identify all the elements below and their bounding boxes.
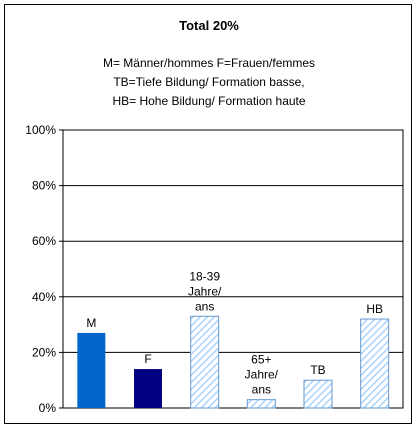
- bar-label: ans: [252, 383, 271, 397]
- bar-label: Jahre/: [245, 368, 279, 382]
- bar-label: 18-39: [189, 269, 220, 283]
- chart-title: Total 20%: [179, 18, 239, 33]
- bar-label: Jahre/: [188, 284, 222, 298]
- bar-label: M: [86, 316, 96, 330]
- y-tick-label: 40%: [32, 290, 56, 304]
- y-tick-label: 100%: [25, 123, 56, 137]
- bar-tb: [303, 379, 333, 409]
- plot-area: [62, 129, 404, 409]
- y-tick-label: 0%: [39, 401, 57, 415]
- y-tick-label: 80%: [32, 179, 56, 193]
- bar-label: ans: [195, 299, 214, 313]
- chart-subtitle-line-1: M= Männer/hommes F=Frauen/femmes: [102, 56, 316, 70]
- chart-subtitle-line-2: TB=Tiefe Bildung/ Formation basse,: [113, 75, 305, 89]
- bar-label: 65+: [251, 353, 271, 367]
- bar-m: [77, 332, 106, 408]
- y-tick-label: 60%: [32, 234, 56, 248]
- bar-f: [134, 369, 162, 408]
- bar-label: TB: [310, 363, 325, 377]
- bar-label: F: [144, 352, 151, 366]
- bar-18-39-jahre-ans: [190, 315, 220, 409]
- bar-label: HB: [366, 302, 383, 316]
- y-tick-label: 20%: [32, 345, 56, 359]
- bar-hb: [360, 318, 390, 409]
- bar-65-jahre-ans: [246, 399, 276, 409]
- chart-subtitle-line-3: HB= Hohe Bildung/ Formation haute: [112, 94, 306, 108]
